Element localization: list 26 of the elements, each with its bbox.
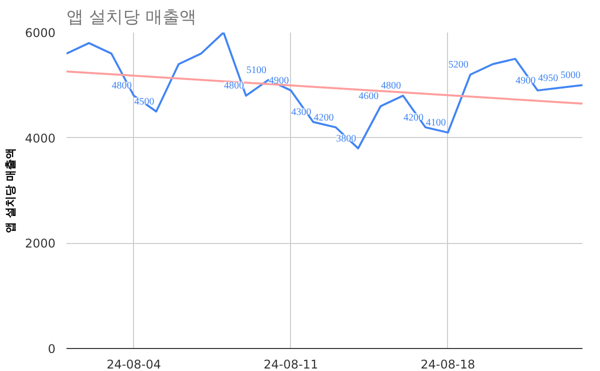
y-tick-label: 4000 (24, 131, 56, 146)
y-tick-label: 0 (48, 342, 56, 356)
data-label: 4900 (516, 75, 536, 86)
line-series (66, 32, 582, 150)
y-tick-label: 2000 (24, 236, 56, 251)
x-tick-label: 24-08-11 (264, 358, 318, 371)
chart-title: 앱 설치당 매출액 (66, 8, 196, 28)
data-label: 4950 (538, 72, 558, 84)
x-tick-label: 24-08-18 (420, 358, 476, 371)
data-label: 4900 (268, 75, 289, 86)
data-label: 5100 (246, 64, 266, 76)
data-label: 4300 (291, 107, 312, 118)
y-tick-label: 6000 (24, 26, 56, 40)
data-label: 4100 (426, 118, 446, 129)
data-label: 3800 (336, 133, 356, 144)
data-label: 4200 (403, 112, 424, 124)
data-label: 5200 (448, 60, 468, 71)
data-label: 4800 (381, 80, 402, 92)
data-label: 5000 (560, 70, 580, 82)
data-label: 4800 (224, 80, 244, 92)
data-label: 4600 (358, 91, 379, 102)
data-label: 4500 (134, 96, 154, 108)
data-label: 4800 (112, 80, 132, 92)
x-tick-label: 24-08-04 (106, 358, 162, 371)
y-axis-title: 앱 설치당 매출액 (4, 148, 17, 233)
data-label: 4200 (314, 112, 334, 124)
